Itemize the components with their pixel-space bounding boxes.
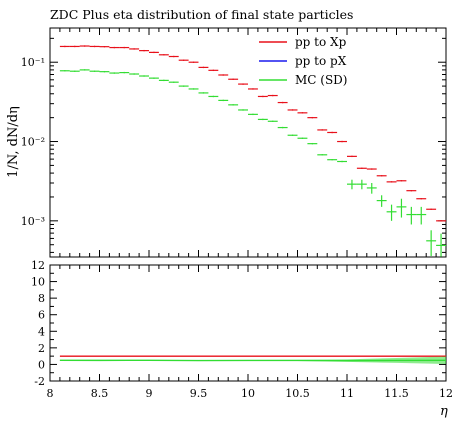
y-axis-label: 1/N, dN/dη xyxy=(6,106,21,178)
ratio-plot-frame xyxy=(49,264,447,382)
x-tick-label: 8.5 xyxy=(91,387,109,400)
x-tick-label: 11 xyxy=(340,387,354,400)
ratio-y-tick-label: 8 xyxy=(38,292,45,305)
main-y-tick-label: 10⁻³ xyxy=(21,215,45,228)
ratio-y-tick-label: 6 xyxy=(38,309,45,322)
x-tick-label: 9 xyxy=(146,387,153,400)
x-tick-label: 12 xyxy=(439,387,453,400)
ratio-y-tick-label: 2 xyxy=(38,342,45,355)
legend-entry: MC (SD) xyxy=(295,73,348,87)
ratio-y-tick-label: 4 xyxy=(38,325,45,338)
ratio-y-tick-label: 0 xyxy=(38,358,45,371)
x-tick-label: 10.5 xyxy=(285,387,310,400)
legend-entry: pp to Xp xyxy=(295,35,347,49)
x-axis-label: η xyxy=(440,404,448,419)
x-tick-label: 10 xyxy=(241,387,255,400)
x-tick-label: 11.5 xyxy=(384,387,409,400)
main-plot-frame xyxy=(49,27,447,258)
main-y-tick-label: 10⁻² xyxy=(21,136,45,149)
ratio-y-tick-label: 10 xyxy=(31,276,45,289)
main-panel: 10⁻¹ 10⁻² 10⁻³ pp to Xp pp to pX MC (SD) xyxy=(21,27,447,258)
legend: pp to Xp pp to pX MC (SD) xyxy=(259,35,348,87)
legend-entry: pp to pX xyxy=(295,54,347,68)
ratio-y-tick-label: -2 xyxy=(34,375,45,388)
x-tick-label: 9.5 xyxy=(190,387,208,400)
chart-title: ZDC Plus eta distribution of final state… xyxy=(50,7,353,22)
main-y-tick-label: 10⁻¹ xyxy=(21,56,45,69)
x-tick-label: 8 xyxy=(47,387,54,400)
ratio-y-tick-label: 12 xyxy=(31,259,45,272)
